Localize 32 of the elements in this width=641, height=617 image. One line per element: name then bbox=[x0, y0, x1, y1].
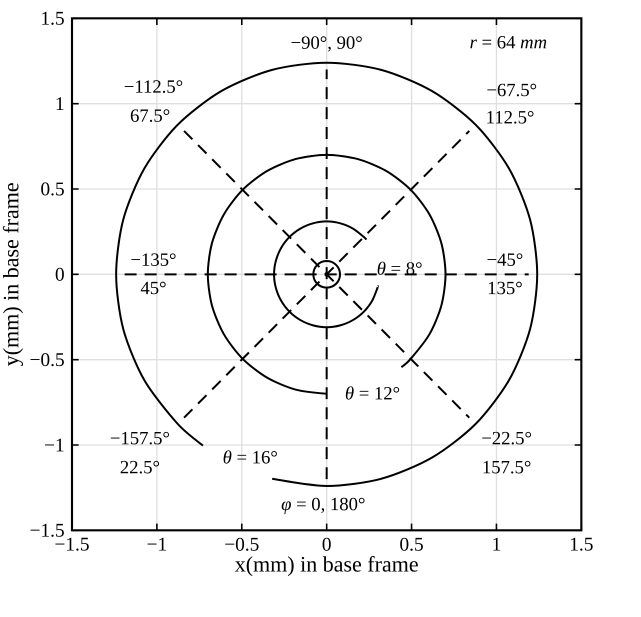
annotation: r = 64 mm bbox=[470, 36, 546, 48]
annotation: −90°, 90° bbox=[292, 36, 362, 52]
y-tick-label: −0.5 bbox=[30, 353, 64, 366]
y-tick-label: −1.5 bbox=[30, 524, 64, 537]
y-tick-label: 0.5 bbox=[41, 182, 64, 196]
y-tick-label: 1 bbox=[56, 97, 64, 110]
x-tick-label: 1 bbox=[493, 538, 500, 550]
annotation: θ = 12° bbox=[346, 386, 400, 400]
annotation: 22.5° bbox=[120, 460, 160, 474]
annotation: −67.5° bbox=[487, 84, 536, 96]
y-tick-label: −1 bbox=[45, 438, 64, 452]
annotation: 67.5° bbox=[130, 109, 170, 122]
x-axis-title: x(mm) in base frame bbox=[234, 556, 418, 576]
x-tick-label: 0.5 bbox=[400, 538, 423, 551]
annotation: −135° bbox=[131, 253, 176, 266]
annotation: 45° bbox=[140, 282, 166, 294]
annotation: −45° bbox=[488, 253, 522, 266]
x-tick-label: 1.5 bbox=[570, 538, 593, 551]
y-axis-title: y(mm) in base frame bbox=[2, 183, 24, 366]
annotation: −22.5° bbox=[482, 432, 532, 445]
y-tick-label: 0 bbox=[56, 268, 64, 281]
annotation: θ = 16° bbox=[224, 450, 277, 464]
y-tick-label: 1.5 bbox=[42, 12, 64, 25]
annotation: −157.5° bbox=[110, 432, 170, 445]
x-tick-label: −0.5 bbox=[225, 538, 259, 551]
annotation: 112.5° bbox=[487, 110, 534, 124]
x-tick-label: 0 bbox=[322, 538, 331, 551]
annotation: −112.5° bbox=[124, 80, 182, 93]
x-tick-label: −1 bbox=[148, 538, 166, 550]
annotation: φ = 0, 180° bbox=[282, 498, 365, 514]
annotation: 135° bbox=[488, 282, 522, 294]
annotation: 157.5° bbox=[484, 460, 530, 474]
